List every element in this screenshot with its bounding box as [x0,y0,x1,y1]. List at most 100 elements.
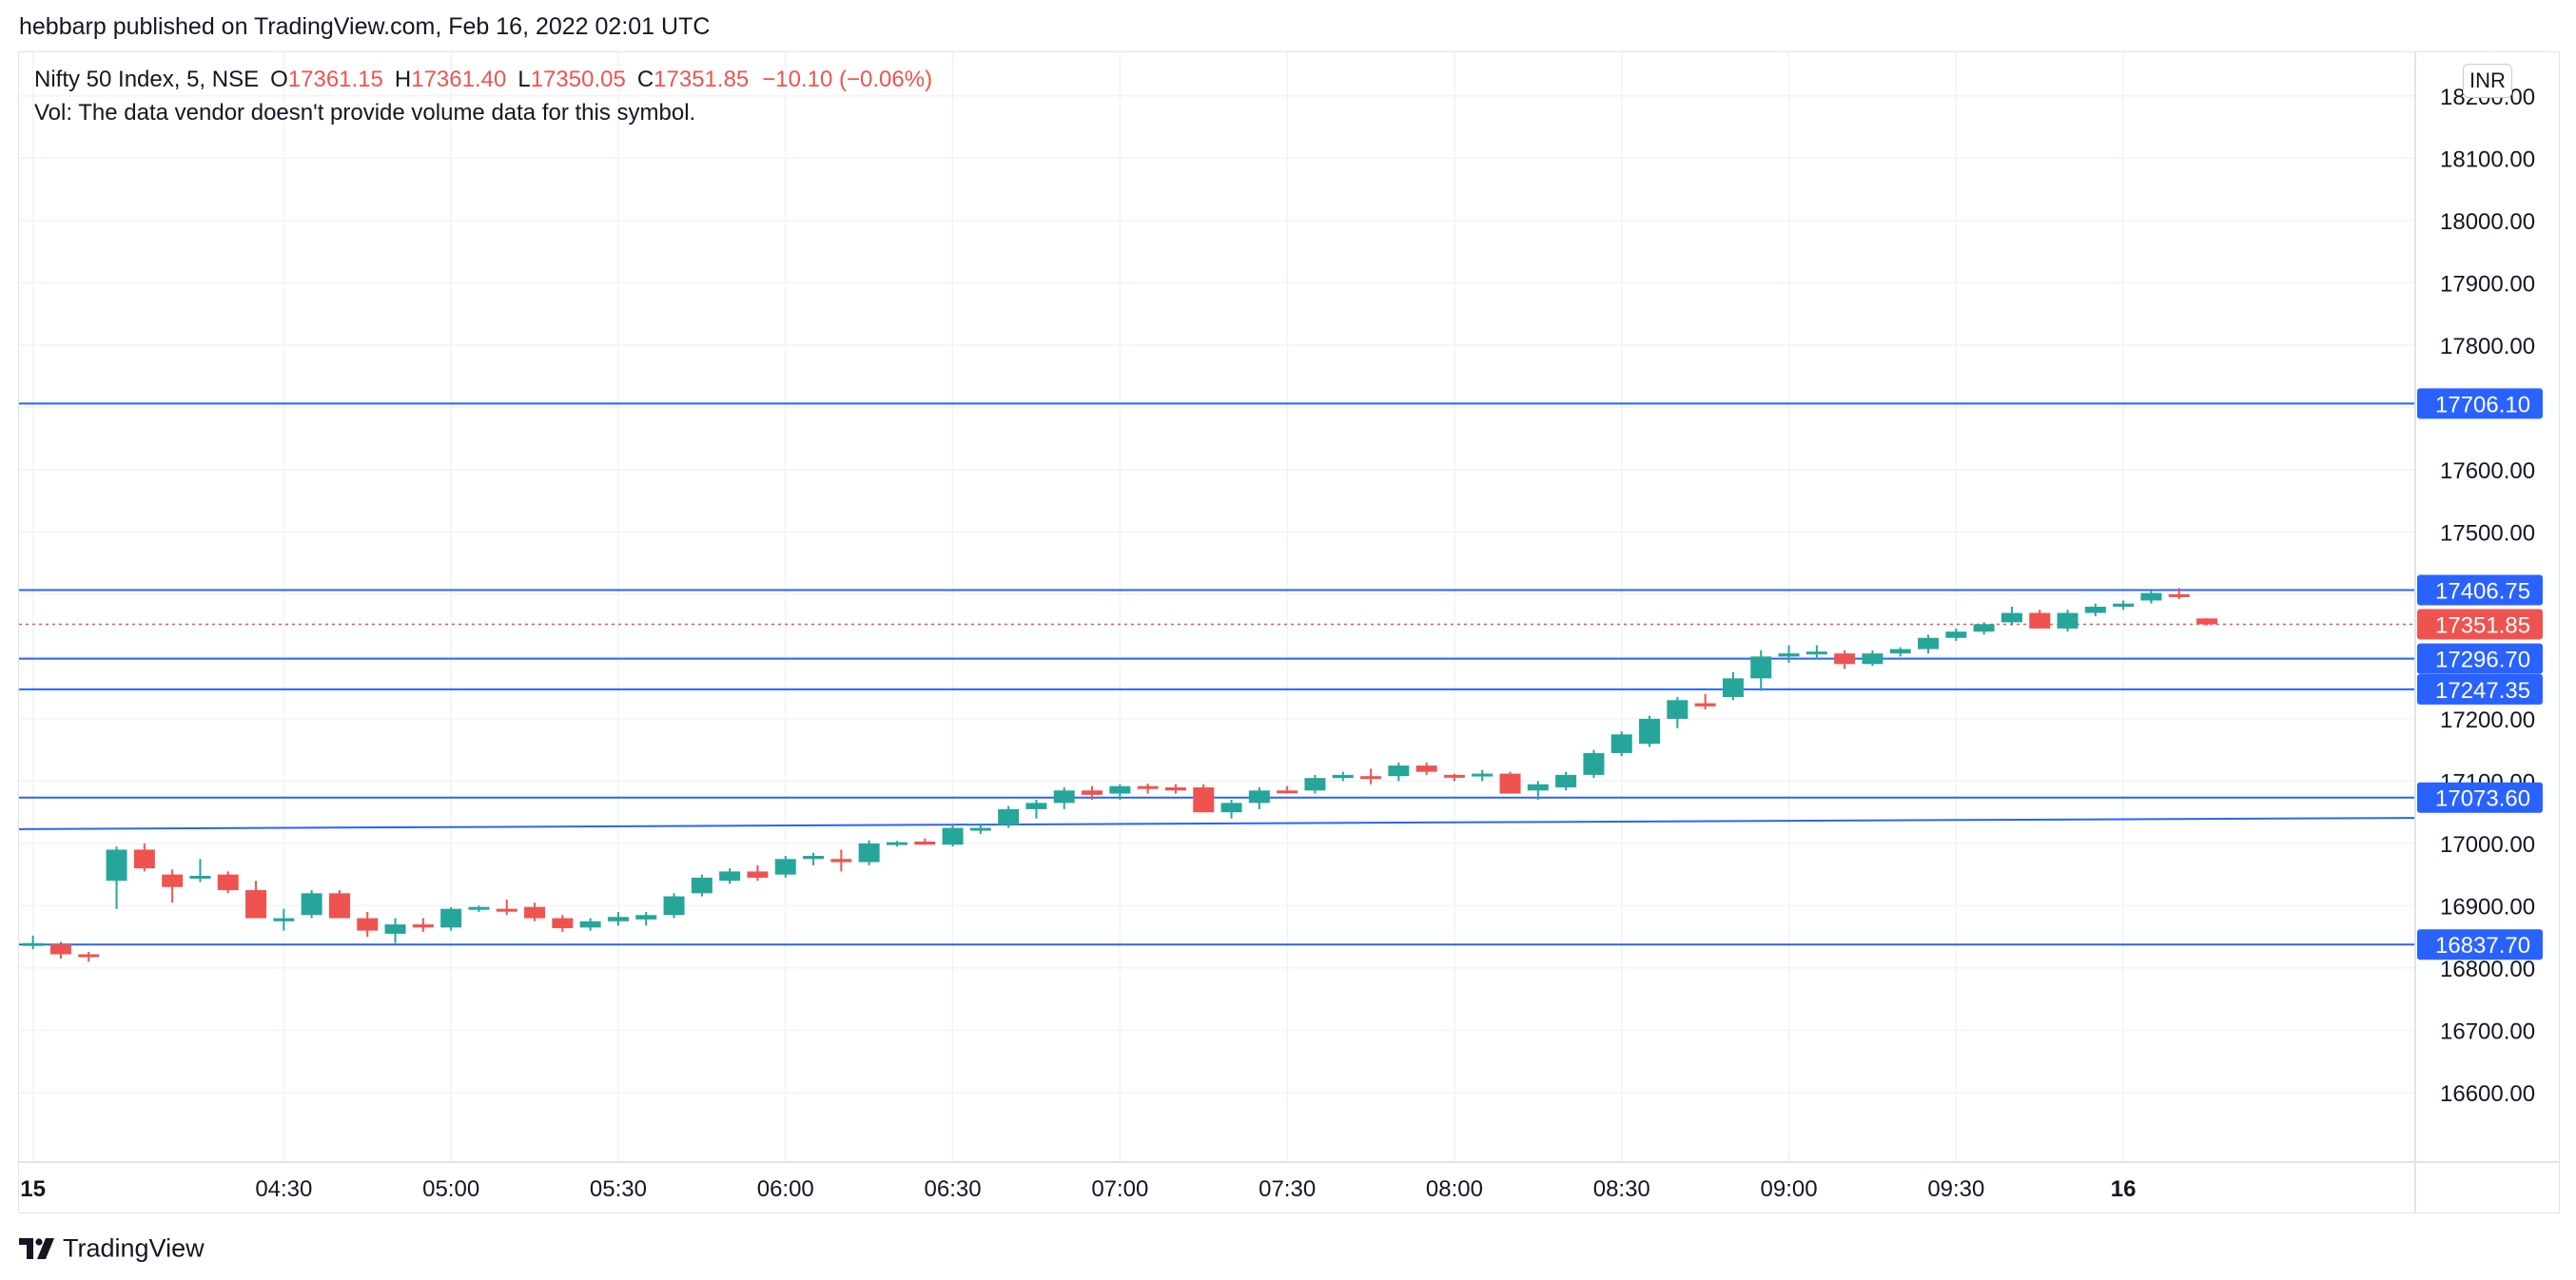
candle-body [328,893,350,919]
candle-body [49,944,71,955]
candle-body [1610,734,1632,753]
candle-body [1082,790,1103,795]
candle-body [774,859,796,875]
time-tick-label: 06:30 [925,1176,982,1202]
time-tick-label: 16 [2111,1176,2137,1202]
candle-body [1639,718,1661,745]
grid-lines [19,52,2414,1161]
time-tick-label: 06:00 [757,1176,814,1202]
candle-body [1332,774,1354,779]
candle-body [830,859,852,863]
candle-body [301,893,322,916]
level-price-tag-bg [2417,673,2543,705]
candle-body [1137,785,1159,789]
price-tick-label: 16900.00 [2440,894,2535,920]
close-value: 17351.85 [654,67,750,92]
candle-body [1973,624,1995,632]
candle-body [1193,786,1215,813]
candle-body [1694,703,1716,707]
tradingview-logo[interactable]: TradingView [19,1232,205,1263]
price-tick-label: 17500.00 [2440,520,2535,546]
candle-body [1109,785,1131,794]
candle-body [998,808,1020,825]
price-tick-label: 16800.00 [2440,957,2535,982]
price-tick-label: 18000.00 [2440,209,2535,235]
time-tick-label: 08:00 [1426,1176,1483,1202]
candle-body [552,918,574,929]
level-price-tag: 17296.70 [2435,648,2530,673]
candle-body [1555,774,1577,787]
time-axis-labels: 15 04:30 05:00 05:30 06:00 06:30 07:00 07:30 08:… [20,1176,2136,1202]
high-value: 17361.40 [411,67,507,92]
candle-body [969,827,991,831]
price-tick-label: 17200.00 [2440,708,2535,733]
time-tick-label: 05:00 [422,1176,479,1202]
candle-body [1360,776,1382,780]
tradingview-logo-text: TradingView [63,1233,205,1263]
candle-body [1778,653,1800,657]
candle-body [803,856,825,860]
candle-body [1248,790,1270,804]
price-tick-label: 18100.00 [2440,146,2535,172]
symbol-title[interactable]: Nifty 50 Index, 5, NSE [34,67,260,92]
candle-body [1220,803,1242,813]
candle-body [1722,678,1744,697]
time-tick-label: 05:30 [590,1176,647,1202]
candle-body [1277,790,1298,794]
candle-body [412,924,434,928]
candle-body [1304,778,1326,791]
level-price-tag-bg [2417,643,2543,674]
candle-body [2140,592,2162,601]
candle-body [2084,607,2106,613]
candle-body [78,954,100,958]
volume-note: Vol: The data vendor doesn't provide vol… [34,100,696,126]
price-tick-label: 17800.00 [2440,334,2535,359]
candle-body [1164,786,1186,791]
candle-body [1583,752,1605,775]
low-label: L [517,67,531,92]
candle-body [22,942,44,946]
candle-body [1388,766,1410,777]
candle-body [1750,656,1772,679]
price-tick-label: 17000.00 [2440,832,2535,858]
candle-body [524,906,546,919]
candle-body [1805,651,1827,655]
horizontal-lines[interactable] [18,402,2415,946]
last-price-tag: 17351.85 [2435,612,2530,638]
candle-body [663,896,685,916]
candle-body [579,921,601,928]
open-label: O [270,67,288,92]
candle-body [1415,766,1437,772]
candle-body [2000,612,2022,623]
candle-body [440,908,462,928]
candle-body [496,908,517,912]
tradingview-logo-icon [19,1237,54,1259]
candle-body [273,918,295,921]
price-tick-label: 17900.00 [2440,271,2535,297]
low-value: 17350.05 [530,67,626,92]
candle-body [858,843,880,863]
candle-body [1834,653,1856,665]
level-price-tag-bg [2417,929,2543,960]
candle-body [691,877,712,894]
close-label: C [636,67,654,92]
candle-body [1053,790,1075,804]
candle-body [2057,612,2078,629]
level-price-tag: 17706.10 [2435,392,2530,417]
time-tick-label: 08:30 [1593,1176,1650,1202]
currency-button[interactable]: INR [2463,64,2512,98]
candle-body [1918,637,1940,650]
candle-body [886,842,907,845]
candle-body [635,915,657,920]
time-tick-label: 07:00 [1091,1176,1148,1202]
high-label: H [394,67,412,92]
candle-body [719,871,741,882]
publisher-caption: hebbarp published on TradingView.com, Fe… [19,13,711,40]
candle-body [2168,593,2190,597]
candle-body [468,906,490,910]
candles [22,588,2218,962]
level-price-tag-bg [2417,782,2543,813]
ohlc-legend: Nifty 50 Index, 5, NSE O17361.15 H17361.40… [34,67,932,93]
level-price-tag-bg [2417,388,2543,419]
